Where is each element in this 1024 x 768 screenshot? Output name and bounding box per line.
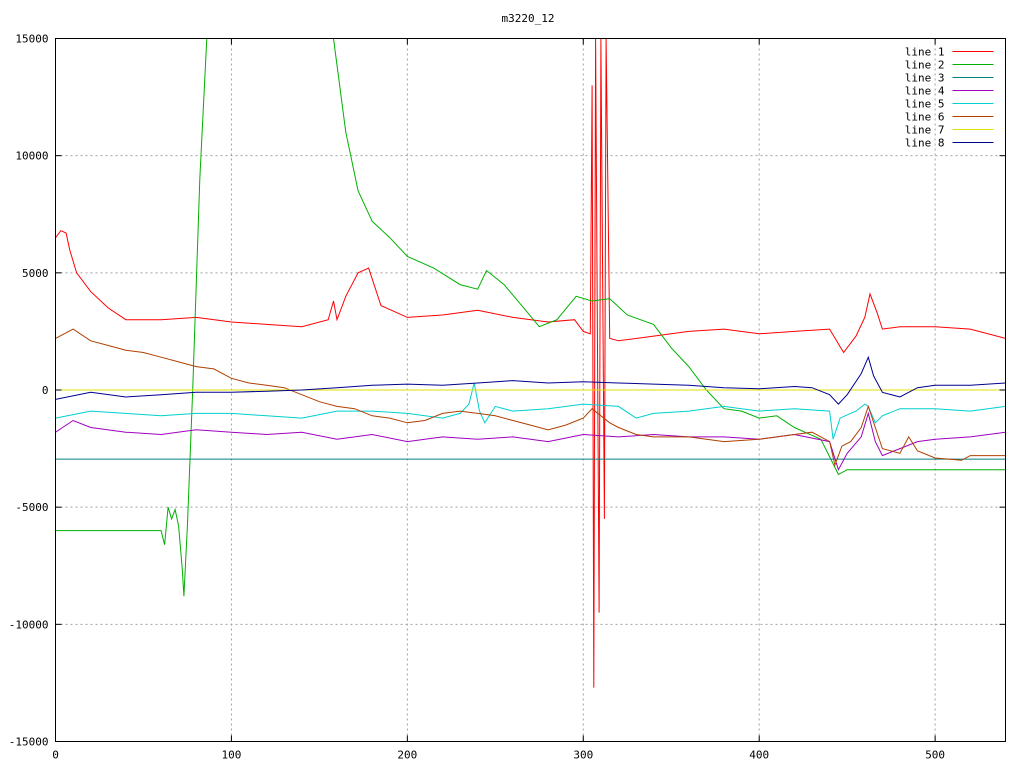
x-axis: 0 100 200 300 400 500 xyxy=(52,38,945,762)
x-tick-label: 300 xyxy=(573,749,593,762)
legend-label: line 8 xyxy=(905,137,945,150)
series-6-line xyxy=(55,328,1006,467)
y-tick-label: 10000 xyxy=(15,150,48,163)
legend-label: line 2 xyxy=(905,59,945,72)
x-tick-label: 100 xyxy=(221,749,241,762)
series-8-line xyxy=(55,355,1006,405)
y-tick-label: -10000 xyxy=(9,618,49,631)
x-tick-label: 500 xyxy=(925,749,945,762)
legend-label: line 3 xyxy=(905,72,945,85)
legend-label: line 4 xyxy=(905,85,945,98)
y-tick-label: 5000 xyxy=(22,267,49,280)
series-layer xyxy=(55,38,1006,688)
legend-label: line 6 xyxy=(905,111,945,124)
legend-label: line 7 xyxy=(905,124,945,137)
series-1-line xyxy=(55,38,1006,688)
x-tick-label: 0 xyxy=(52,749,59,762)
x-tick-label: 400 xyxy=(749,749,769,762)
y-tick-label: 15000 xyxy=(15,33,48,46)
y-axis: -15000 -10000 -5000 0 5000 10000 15000 xyxy=(9,33,1006,749)
series-5-line xyxy=(55,382,1006,440)
y-tick-label: 0 xyxy=(42,384,49,397)
legend-label: line 5 xyxy=(905,98,945,111)
series-4-line xyxy=(55,411,1006,471)
y-tick-label: -5000 xyxy=(15,501,48,514)
y-tick-label: -15000 xyxy=(9,736,49,749)
legend-label: line 1 xyxy=(905,46,945,59)
chart-title: m3220_12 xyxy=(502,12,555,25)
series-2-line xyxy=(55,38,1006,597)
x-tick-label: 200 xyxy=(397,749,417,762)
